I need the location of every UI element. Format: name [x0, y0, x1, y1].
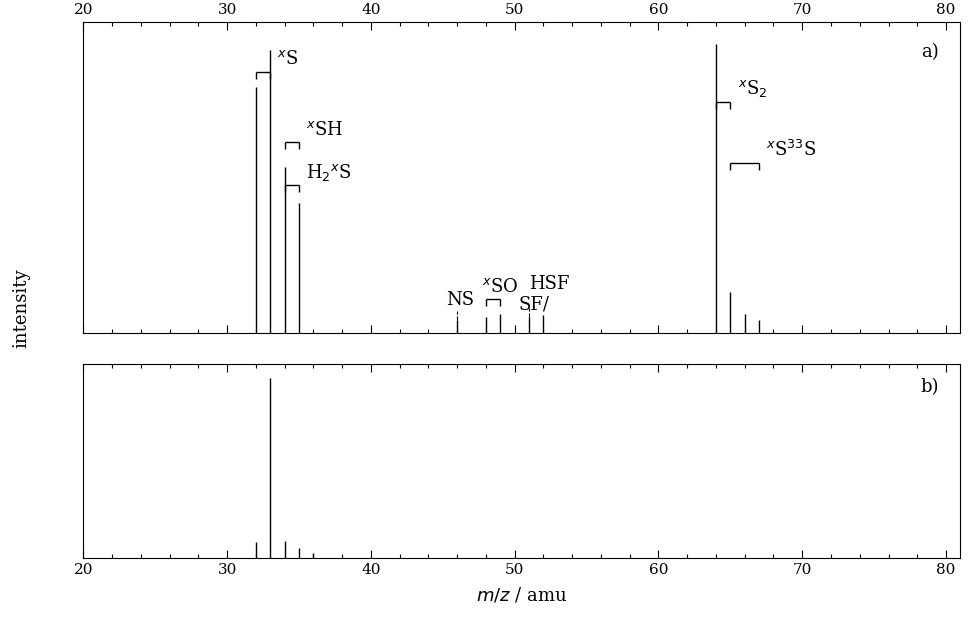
X-axis label: $m/z$ / amu: $m/z$ / amu	[476, 586, 567, 605]
Text: HSF: HSF	[529, 275, 569, 293]
Text: SF/: SF/	[519, 296, 550, 314]
Text: $^{x}$SH: $^{x}$SH	[306, 121, 343, 139]
Text: H$_{2}$$^{x}$S: H$_{2}$$^{x}$S	[306, 162, 352, 183]
Text: $^{x}$SO: $^{x}$SO	[481, 278, 518, 296]
Text: b): b)	[920, 378, 939, 395]
Text: $^{x}$S$^{33}$S: $^{x}$S$^{33}$S	[766, 139, 816, 160]
Text: $^{x}$S$_{2}$: $^{x}$S$_{2}$	[738, 78, 767, 99]
Text: NS: NS	[446, 291, 473, 310]
Text: a): a)	[921, 43, 939, 62]
Text: $^{x}$S: $^{x}$S	[277, 49, 299, 68]
Text: intensity: intensity	[13, 268, 30, 349]
